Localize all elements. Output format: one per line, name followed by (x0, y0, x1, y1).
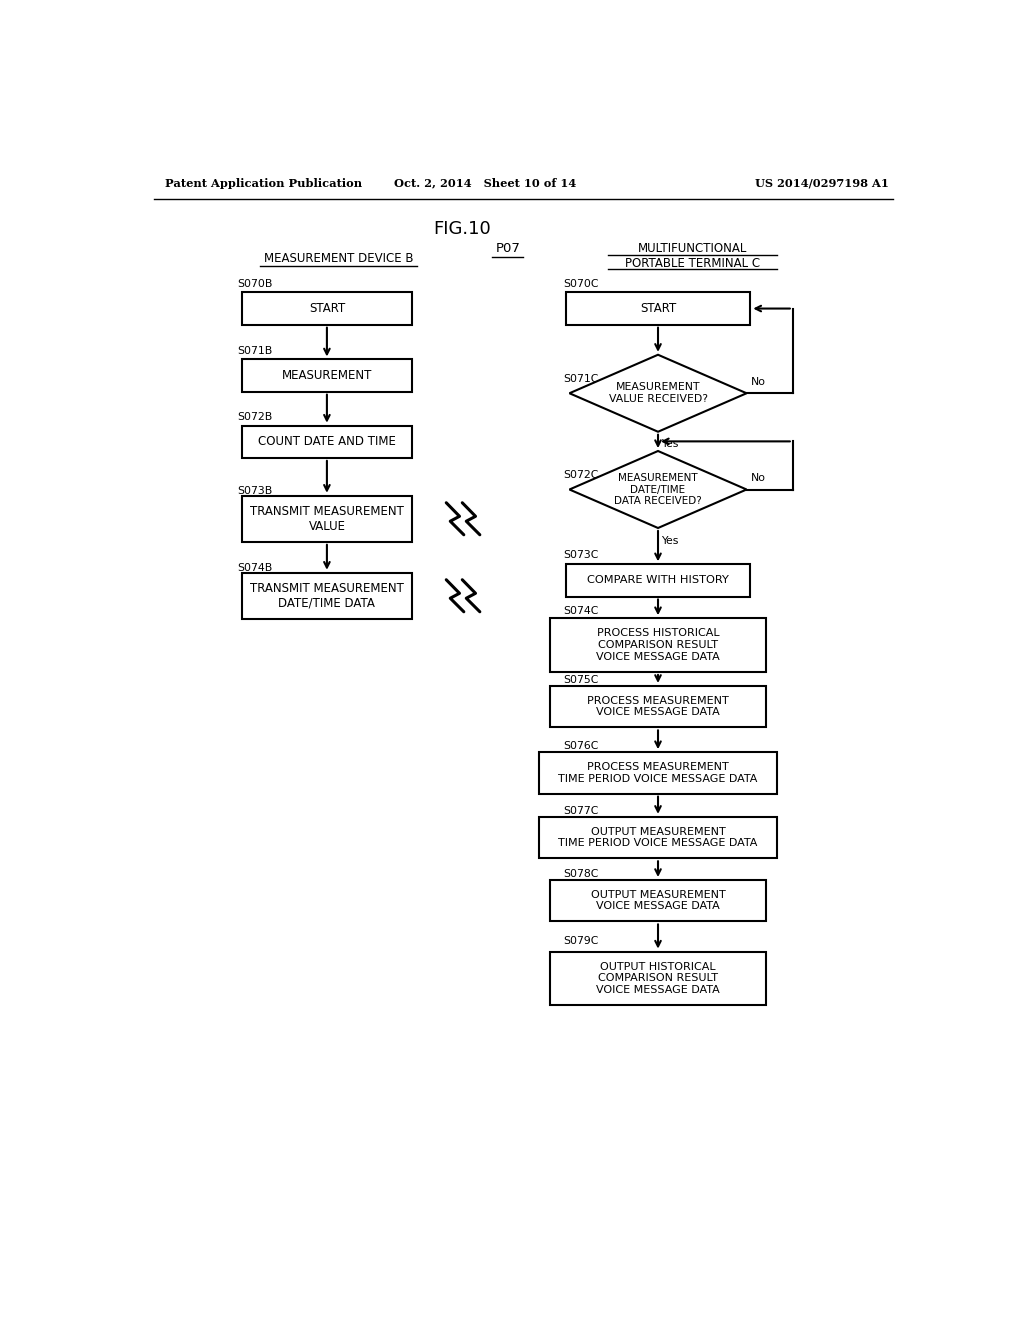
Text: MEASUREMENT DEVICE B: MEASUREMENT DEVICE B (264, 252, 414, 265)
FancyBboxPatch shape (550, 686, 766, 727)
Text: S072B: S072B (237, 412, 272, 422)
Text: PROCESS MEASUREMENT
VOICE MESSAGE DATA: PROCESS MEASUREMENT VOICE MESSAGE DATA (587, 696, 729, 718)
Text: US 2014/0297198 A1: US 2014/0297198 A1 (755, 178, 889, 189)
Text: S075C: S075C (563, 675, 599, 685)
FancyBboxPatch shape (243, 573, 412, 619)
Text: TRANSMIT MEASUREMENT
VALUE: TRANSMIT MEASUREMENT VALUE (250, 504, 403, 533)
FancyBboxPatch shape (243, 293, 412, 325)
FancyBboxPatch shape (550, 880, 766, 921)
Text: Yes: Yes (662, 536, 679, 545)
Polygon shape (569, 451, 746, 528)
Text: P07: P07 (496, 242, 520, 255)
Text: S078C: S078C (563, 869, 599, 879)
Text: S070C: S070C (563, 279, 599, 289)
Text: S071B: S071B (237, 346, 272, 355)
Text: S073C: S073C (563, 550, 599, 561)
Text: S079C: S079C (563, 936, 599, 946)
Text: S071C: S071C (563, 374, 599, 384)
FancyBboxPatch shape (550, 952, 766, 1006)
Text: MEASUREMENT: MEASUREMENT (282, 370, 372, 381)
FancyBboxPatch shape (539, 752, 777, 793)
Text: S070B: S070B (237, 279, 272, 289)
Text: OUTPUT MEASUREMENT
VOICE MESSAGE DATA: OUTPUT MEASUREMENT VOICE MESSAGE DATA (591, 890, 725, 912)
Text: S073B: S073B (237, 486, 272, 496)
Text: Oct. 2, 2014   Sheet 10 of 14: Oct. 2, 2014 Sheet 10 of 14 (393, 178, 575, 189)
Text: Yes: Yes (662, 440, 679, 449)
Text: S074C: S074C (563, 606, 599, 616)
Text: Patent Application Publication: Patent Application Publication (165, 178, 362, 189)
Text: OUTPUT HISTORICAL
COMPARISON RESULT
VOICE MESSAGE DATA: OUTPUT HISTORICAL COMPARISON RESULT VOIC… (596, 962, 720, 995)
FancyBboxPatch shape (565, 564, 751, 597)
FancyBboxPatch shape (243, 359, 412, 392)
FancyBboxPatch shape (550, 618, 766, 672)
Text: PROCESS HISTORICAL
COMPARISON RESULT
VOICE MESSAGE DATA: PROCESS HISTORICAL COMPARISON RESULT VOI… (596, 628, 720, 661)
Text: S076C: S076C (563, 742, 599, 751)
Text: COUNT DATE AND TIME: COUNT DATE AND TIME (258, 436, 396, 449)
Text: TRANSMIT MEASUREMENT
DATE/TIME DATA: TRANSMIT MEASUREMENT DATE/TIME DATA (250, 582, 403, 610)
Text: S074B: S074B (237, 562, 272, 573)
Text: MEASUREMENT
VALUE RECEIVED?: MEASUREMENT VALUE RECEIVED? (608, 383, 708, 404)
Text: OUTPUT MEASUREMENT
TIME PERIOD VOICE MESSAGE DATA: OUTPUT MEASUREMENT TIME PERIOD VOICE MES… (558, 826, 758, 849)
Text: COMPARE WITH HISTORY: COMPARE WITH HISTORY (587, 576, 729, 585)
FancyBboxPatch shape (539, 817, 777, 858)
FancyBboxPatch shape (243, 496, 412, 543)
FancyBboxPatch shape (243, 425, 412, 458)
Text: S072C: S072C (563, 470, 599, 480)
Text: START: START (309, 302, 345, 315)
Text: MEASUREMENT
DATE/TIME
DATA RECEIVED?: MEASUREMENT DATE/TIME DATA RECEIVED? (614, 473, 701, 506)
Text: PROCESS MEASUREMENT
TIME PERIOD VOICE MESSAGE DATA: PROCESS MEASUREMENT TIME PERIOD VOICE ME… (558, 762, 758, 784)
Text: START: START (640, 302, 676, 315)
Text: PORTABLE TERMINAL C: PORTABLE TERMINAL C (625, 256, 760, 269)
Polygon shape (569, 355, 746, 432)
Text: No: No (752, 378, 766, 387)
FancyBboxPatch shape (565, 293, 751, 325)
Text: FIG.10: FIG.10 (433, 220, 490, 238)
Text: MULTIFUNCTIONAL: MULTIFUNCTIONAL (638, 242, 748, 255)
Text: S077C: S077C (563, 807, 599, 816)
Text: No: No (752, 474, 766, 483)
